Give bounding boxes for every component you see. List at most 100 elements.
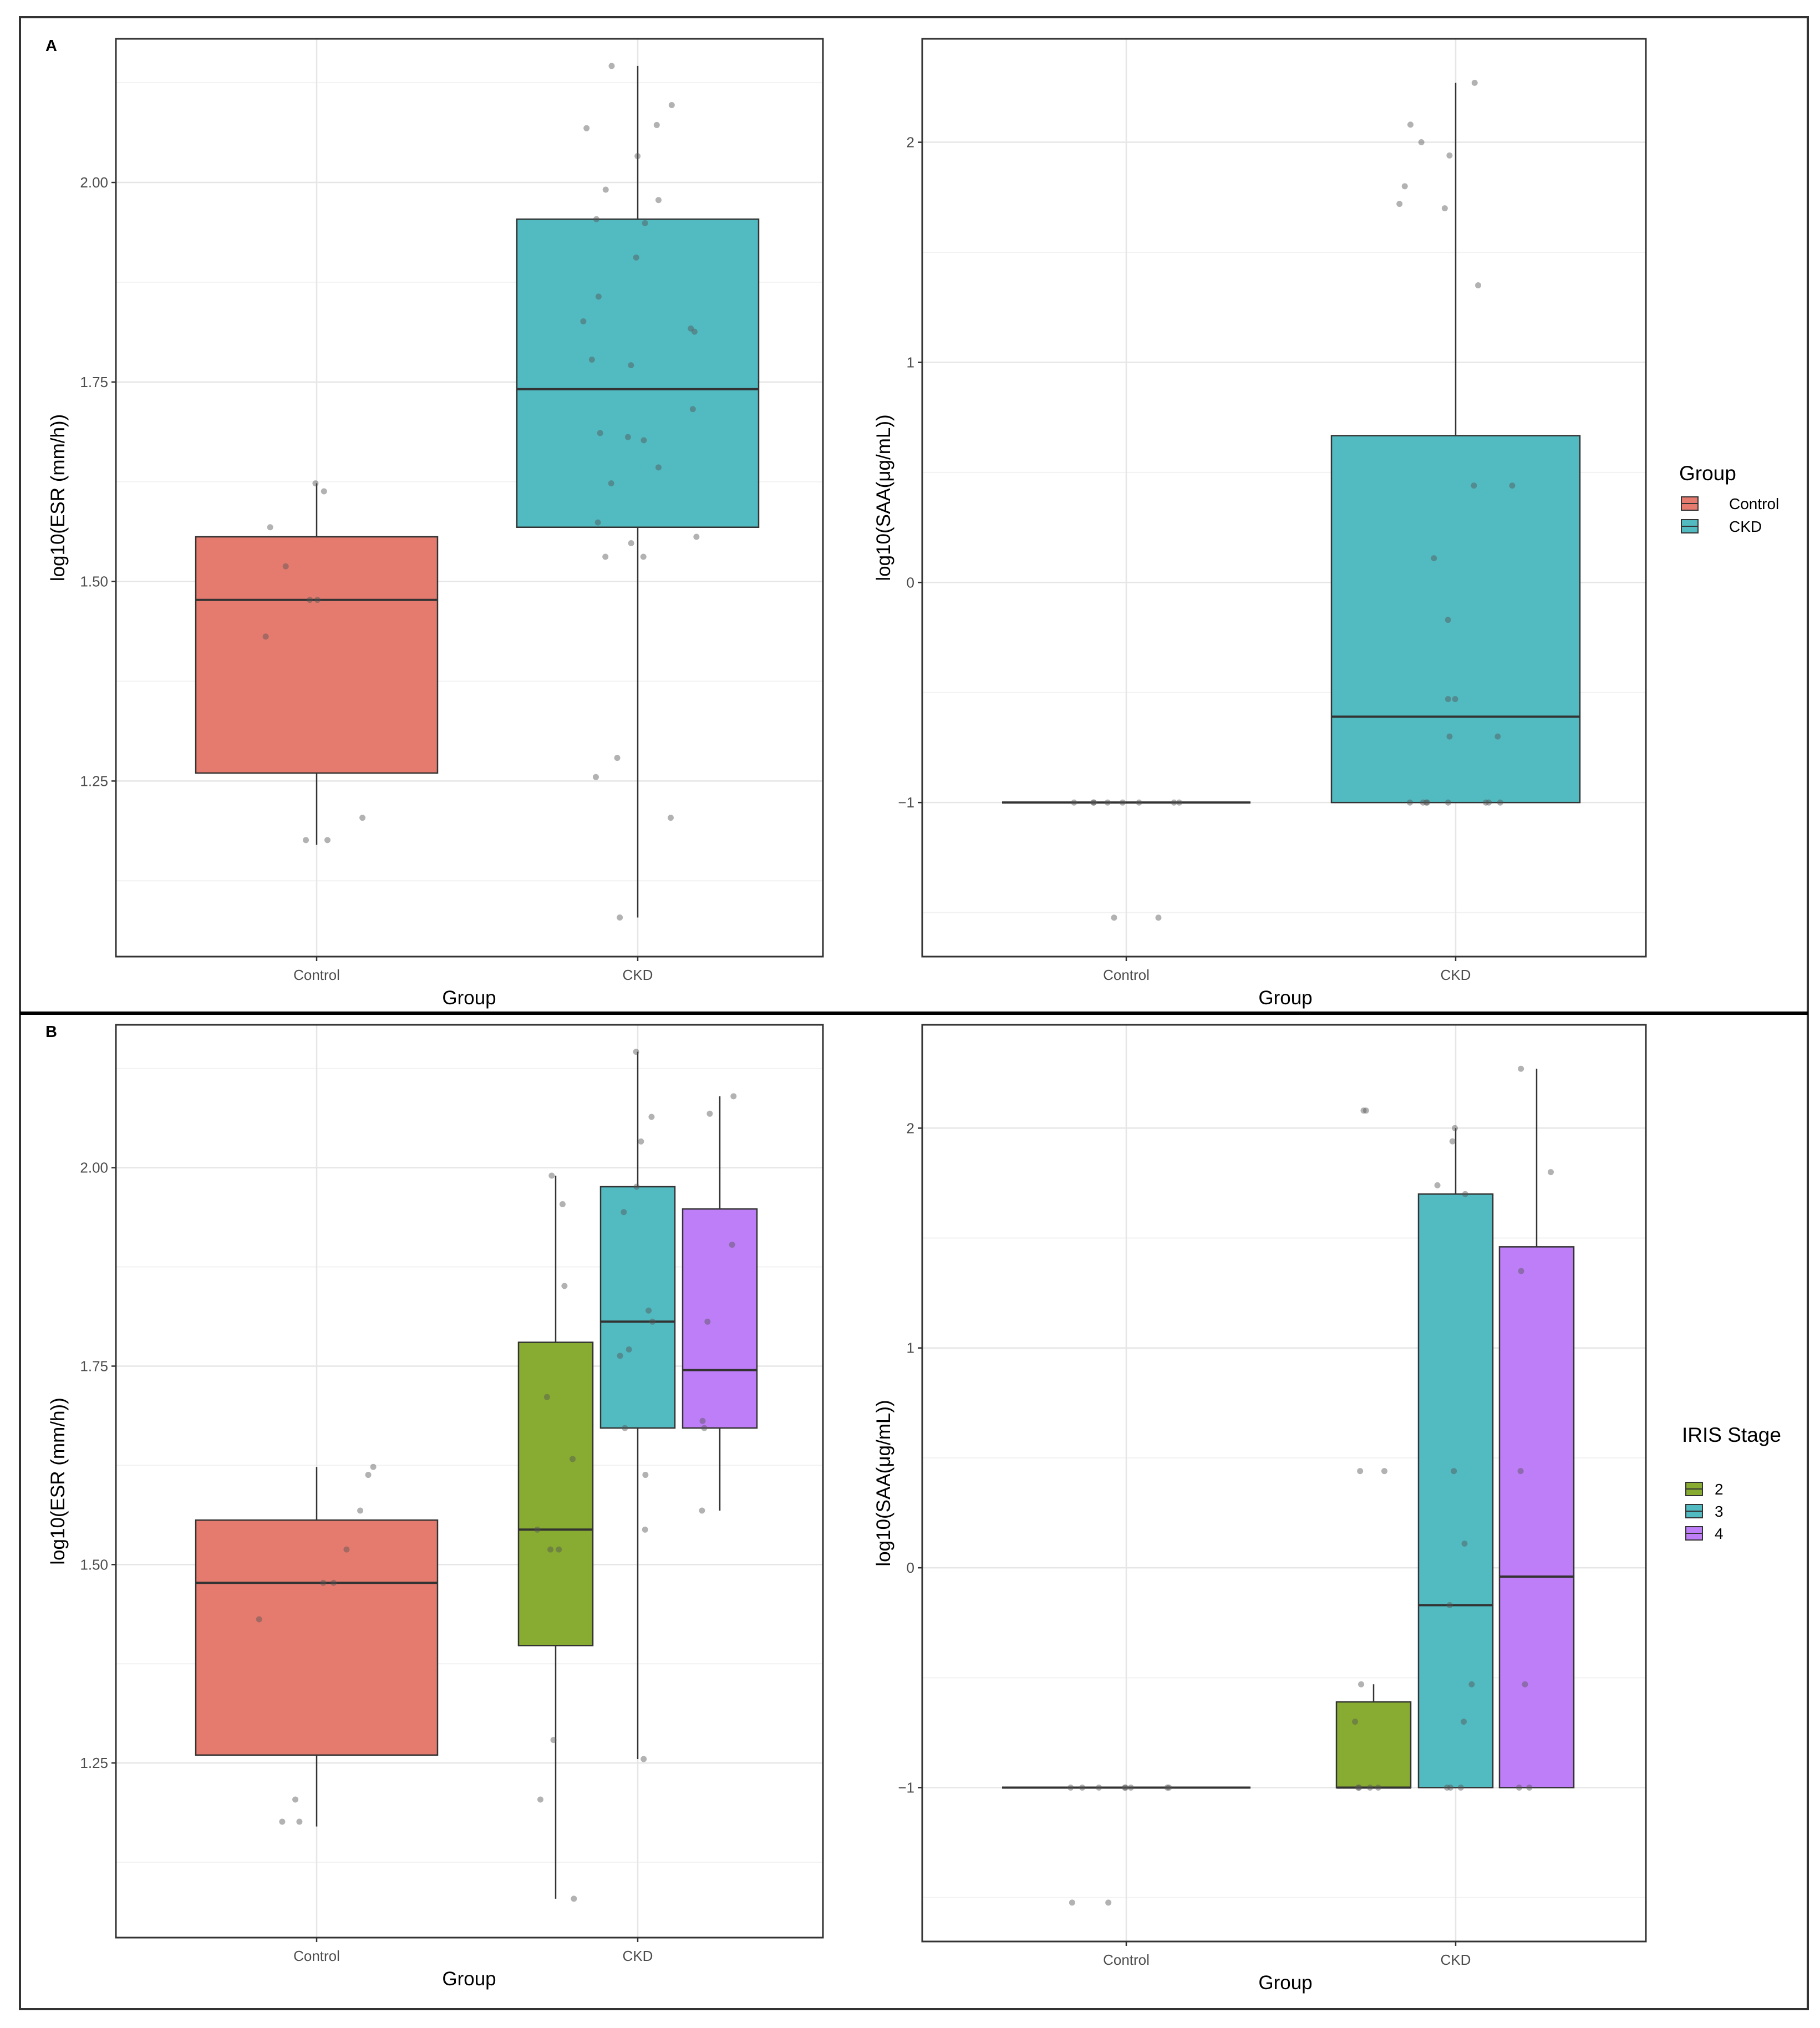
data-point	[1136, 799, 1142, 806]
data-point	[628, 362, 634, 369]
data-point	[296, 1818, 303, 1825]
data-point	[648, 1114, 655, 1120]
data-point	[1494, 733, 1501, 740]
box-ckd	[1330, 83, 1581, 804]
legend-label-ckd: CKD	[1729, 518, 1762, 535]
data-point	[1451, 1468, 1457, 1475]
data-point	[633, 1183, 640, 1190]
data-point	[1105, 1899, 1112, 1906]
box-4	[682, 1096, 758, 1511]
y-tick-label: 0	[907, 574, 914, 591]
data-point	[1069, 1899, 1075, 1906]
data-point	[608, 480, 614, 487]
plot-a-left: 1.25 1.50 1.75 2.00 Control CKD Group log10(ESR…	[47, 38, 824, 1009]
y-tick-label: 1.75	[80, 1358, 108, 1374]
legend-iris-stage: IRIS Stage 2 3 4	[1682, 1424, 1781, 1542]
data-point	[359, 815, 366, 821]
legend-item-stage-2: 2	[1685, 1481, 1724, 1498]
data-point	[1482, 799, 1489, 806]
y-tick-label: 2.00	[80, 1160, 108, 1176]
legend-item-ckd: CKD	[1681, 518, 1762, 535]
data-point	[534, 1526, 541, 1533]
data-point	[1443, 1785, 1450, 1791]
data-point	[537, 1796, 543, 1803]
x-tick-label: Control	[293, 1948, 340, 1964]
data-point	[1445, 799, 1451, 806]
data-point	[1363, 1107, 1369, 1114]
data-point	[1518, 1065, 1524, 1072]
data-point	[626, 1346, 632, 1353]
data-point	[1518, 1268, 1524, 1274]
data-point	[1367, 1785, 1374, 1791]
data-point	[699, 1417, 706, 1424]
data-point	[547, 1546, 554, 1553]
plot-b-left: 1.25 1.50 1.75 2.00 Control CKD Group log10(ESR…	[47, 1024, 824, 1990]
data-point	[1418, 139, 1425, 146]
box-3	[1417, 1128, 1494, 1788]
data-point	[583, 125, 590, 131]
y-tick-label: 1.25	[80, 1755, 108, 1771]
plot-border	[921, 38, 1647, 958]
box-body	[517, 1341, 594, 1646]
box-3	[599, 1051, 676, 1759]
data-point	[595, 293, 602, 300]
data-point	[655, 464, 662, 471]
x-tick-label: Control	[1103, 967, 1150, 983]
data-point	[370, 1463, 377, 1470]
data-point	[1462, 1191, 1468, 1197]
data-point	[667, 815, 674, 821]
data-point	[704, 1318, 711, 1325]
data-point	[621, 1209, 627, 1216]
data-point	[324, 837, 331, 843]
x-tick-label: Control	[1103, 1951, 1150, 1968]
data-point	[1446, 1602, 1453, 1609]
plot-b-right: −1 0 1 2 Control CKD Group log10(SAA(μg/mL))	[873, 1024, 1647, 1994]
data-point	[543, 1394, 550, 1400]
data-point	[691, 328, 698, 335]
x-tick-label: CKD	[623, 967, 653, 983]
data-point	[282, 563, 289, 570]
data-point	[1407, 121, 1414, 128]
data-point	[331, 1579, 337, 1586]
data-point	[580, 318, 587, 324]
data-point	[1171, 799, 1177, 806]
data-point	[633, 1049, 639, 1055]
data-point	[1420, 799, 1426, 806]
legend-label-control: Control	[1729, 495, 1779, 512]
data-point	[1441, 205, 1448, 212]
legend-title: Group	[1679, 462, 1736, 485]
data-point	[1358, 1681, 1365, 1688]
data-point	[593, 216, 599, 222]
box-body	[1498, 1246, 1575, 1788]
data-point	[1445, 617, 1451, 623]
data-point	[1396, 201, 1403, 207]
data-point	[1381, 1468, 1387, 1475]
data-point	[1434, 1182, 1441, 1188]
data-point	[1548, 1169, 1554, 1176]
y-axis-title: log10(ESR (mm/h))	[47, 414, 69, 581]
y-tick-label: 2	[907, 1120, 914, 1136]
data-point	[548, 1172, 555, 1179]
legend-item-stage-3: 3	[1685, 1503, 1724, 1520]
box-4	[1498, 1069, 1575, 1788]
box-2	[1335, 1684, 1412, 1789]
data-point	[640, 437, 647, 444]
data-point	[655, 197, 662, 204]
y-tick-label: 0	[907, 1559, 914, 1576]
box-control	[195, 483, 439, 845]
data-point	[262, 633, 269, 640]
box-2	[517, 1175, 594, 1899]
x-tick-label: CKD	[1441, 1951, 1471, 1968]
x-axis-title: Group	[442, 987, 496, 1009]
data-point	[1509, 482, 1516, 489]
data-point	[693, 533, 700, 540]
data-point	[608, 63, 615, 69]
data-point	[1461, 1719, 1467, 1725]
y-tick-label: 1.75	[80, 374, 108, 390]
data-point	[1119, 799, 1126, 806]
legend-title-iris: IRIS Stage	[1682, 1424, 1781, 1446]
data-point	[1360, 1107, 1367, 1114]
box-body	[1335, 1701, 1412, 1788]
data-point	[1522, 1681, 1528, 1688]
